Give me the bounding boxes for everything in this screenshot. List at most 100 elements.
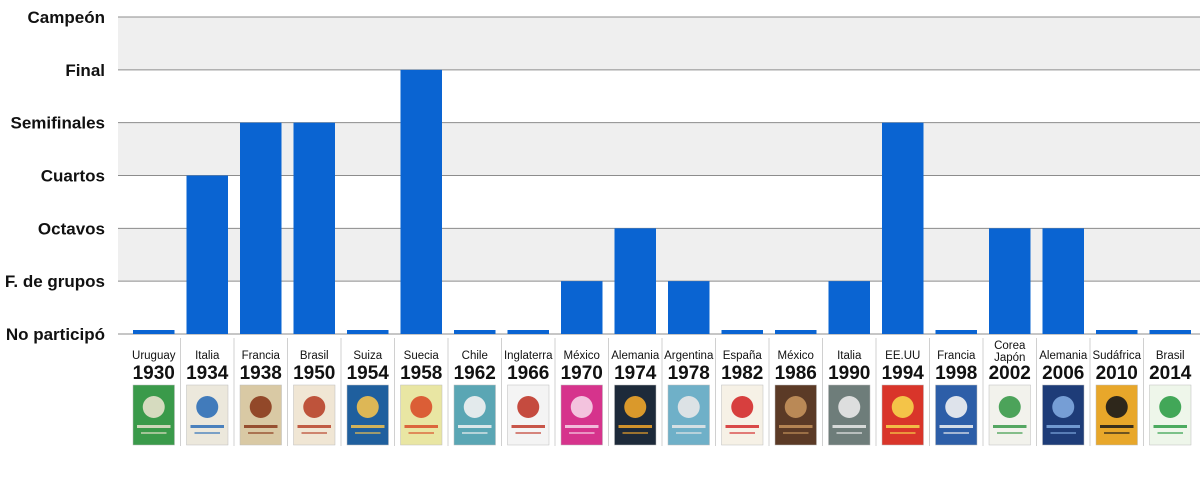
poster-stripe: [137, 425, 171, 428]
year-label: 2002: [989, 363, 1031, 384]
poster-image: [1095, 384, 1138, 446]
y-tick-label: Campeón: [28, 8, 105, 27]
poster-image: [400, 384, 443, 446]
poster-ball-icon: [303, 396, 326, 418]
poster-stripe: [886, 425, 920, 428]
year-label: 1990: [828, 363, 870, 384]
y-tick-label: Final: [65, 61, 105, 80]
poster-stripe: [565, 425, 599, 428]
host-label: Brasil: [1156, 350, 1185, 362]
host-label: Brasil: [300, 350, 329, 362]
poster-stripe: [672, 425, 706, 428]
poster-image: [346, 384, 389, 446]
poster-ball-icon: [945, 396, 968, 418]
host-label: Uruguay: [132, 350, 176, 362]
host-label: Argentina: [664, 350, 714, 362]
poster-stripe: [618, 425, 652, 428]
poster-ball-icon: [142, 396, 165, 418]
year-label: 1966: [507, 363, 549, 384]
poster-stripe: [351, 425, 385, 428]
poster-ball-icon: [1159, 396, 1182, 418]
poster-stripe: [1157, 432, 1183, 434]
host-label: Chile: [462, 350, 488, 362]
poster-image: [1042, 384, 1085, 446]
poster-image: [828, 384, 871, 446]
poster-stripe: [890, 432, 916, 434]
year-label: 1930: [133, 363, 175, 384]
bar-1990: [828, 281, 870, 334]
poster-ball-icon: [249, 396, 272, 418]
poster-image: [881, 384, 924, 446]
y-tick-label: Cuartos: [41, 167, 105, 186]
poster-stripe: [1104, 432, 1130, 434]
poster-image: [239, 384, 282, 446]
y-tick-label: No participó: [6, 325, 105, 344]
poster-stripe: [462, 432, 488, 434]
year-label: 1974: [614, 363, 657, 384]
poster-stripe: [943, 432, 969, 434]
y-tick-label: Octavos: [38, 219, 105, 238]
grid-band: [118, 17, 1200, 70]
poster-stripe: [515, 432, 541, 434]
poster-ball-icon: [784, 396, 807, 418]
poster-stripe: [779, 425, 813, 428]
host-label: Inglaterra: [504, 350, 553, 362]
host-label: España: [723, 350, 763, 362]
poster-ball-icon: [1105, 396, 1128, 418]
bar-1998: [935, 330, 977, 334]
poster-stripe: [248, 432, 274, 434]
poster-stripe: [511, 425, 545, 428]
host-label: México: [564, 350, 600, 362]
host-label: México: [778, 350, 814, 362]
year-label: 1970: [561, 363, 603, 384]
poster-ball-icon: [570, 396, 593, 418]
year-label: 1962: [454, 363, 496, 384]
poster-stripe: [676, 432, 702, 434]
bar-1938: [240, 122, 282, 335]
bar-1986: [775, 330, 817, 334]
poster-stripe: [355, 432, 381, 434]
year-label: 1994: [882, 363, 925, 384]
host-label: Francia: [937, 350, 976, 362]
poster-image: [721, 384, 764, 446]
poster-stripe: [569, 432, 595, 434]
poster-image: [774, 384, 817, 446]
poster-ball-icon: [196, 396, 219, 418]
poster-stripe: [190, 425, 224, 428]
bar-1934: [186, 175, 228, 334]
y-tick-label: Semifinales: [11, 114, 106, 133]
poster-stripe: [993, 425, 1027, 428]
poster-stripe: [141, 432, 167, 434]
poster-image: [667, 384, 710, 446]
year-label: 1958: [400, 363, 442, 384]
poster-stripe: [832, 425, 866, 428]
bar-2010: [1096, 330, 1138, 334]
poster-ball-icon: [838, 396, 861, 418]
poster-image: [614, 384, 657, 446]
host-label: Italia: [837, 350, 862, 362]
year-label: 1978: [668, 363, 710, 384]
poster-stripe: [297, 425, 331, 428]
poster-stripe: [194, 432, 220, 434]
poster-stripe: [458, 425, 492, 428]
poster-ball-icon: [410, 396, 433, 418]
poster-stripe: [244, 425, 278, 428]
poster-bg: [774, 384, 817, 446]
poster-stripe: [1050, 432, 1076, 434]
bar-1978: [668, 281, 710, 334]
poster-image: [293, 384, 336, 446]
poster-stripe: [301, 432, 327, 434]
poster-stripe: [729, 432, 755, 434]
y-tick-label: F. de grupos: [5, 272, 105, 291]
host-label: Suiza: [353, 350, 382, 362]
poster-stripe: [997, 432, 1023, 434]
bar-1982: [721, 330, 763, 334]
poster-ball-icon: [624, 396, 647, 418]
bar-1994: [882, 122, 924, 335]
bar-1954: [347, 330, 389, 334]
host-label: EE.UU: [885, 350, 920, 362]
bar-1966: [507, 330, 549, 334]
host-label: Corea Japón: [994, 340, 1026, 364]
poster-stripe: [1100, 425, 1134, 428]
host-label: Sudáfrica: [1092, 350, 1141, 362]
